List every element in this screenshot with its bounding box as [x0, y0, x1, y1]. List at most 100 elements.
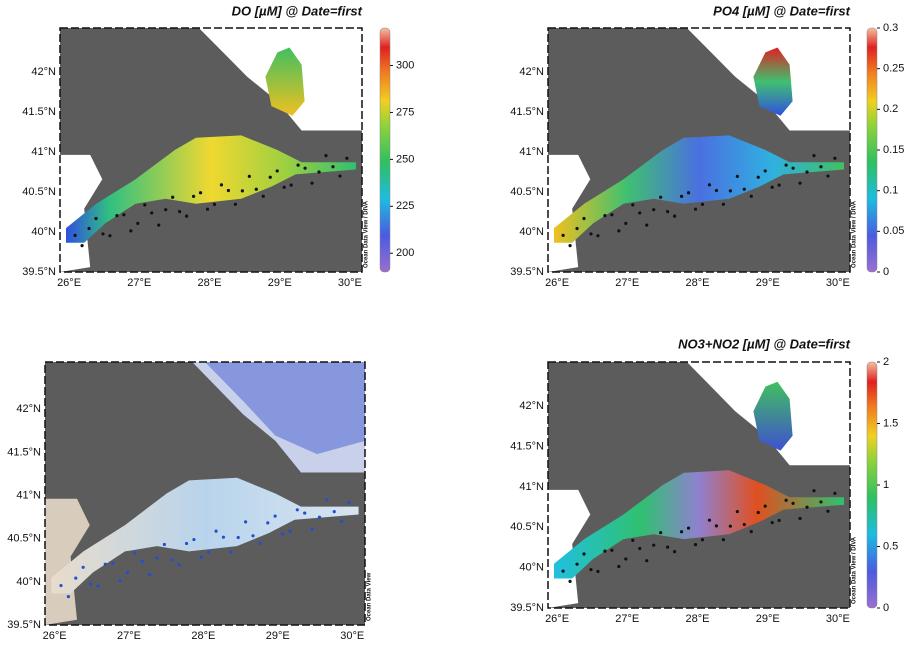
station	[631, 203, 635, 207]
station	[700, 538, 705, 542]
station	[170, 558, 174, 562]
colorbar-label: 0.3	[883, 22, 898, 34]
sea	[45, 498, 90, 625]
station	[303, 511, 307, 515]
lat-label: 40°N	[519, 562, 544, 574]
colorbar-label: 1.5	[883, 417, 898, 429]
station	[317, 515, 322, 519]
colorbar	[866, 27, 878, 273]
station	[798, 181, 802, 185]
map-panel	[44, 361, 366, 626]
station	[148, 572, 152, 577]
lon-label: 29°E	[756, 277, 780, 289]
station	[261, 194, 265, 198]
lat-label: 40°N	[519, 226, 544, 238]
station	[666, 210, 670, 214]
station	[101, 232, 105, 236]
station	[282, 185, 286, 189]
lat-label: 41.5°N	[22, 106, 56, 118]
colorbar-label: 275	[396, 106, 414, 118]
station	[275, 169, 279, 173]
station	[125, 570, 130, 575]
station	[812, 154, 816, 158]
sea	[548, 154, 591, 272]
station	[742, 187, 746, 191]
field	[265, 47, 305, 116]
station	[122, 213, 126, 217]
station	[686, 526, 691, 530]
station	[833, 491, 837, 495]
lat-label: 41.5°N	[510, 441, 544, 453]
station	[192, 537, 196, 542]
station	[617, 564, 621, 569]
colorbar-label: 200	[396, 247, 414, 259]
station	[589, 568, 593, 572]
watermark: Ocean Data View	[367, 572, 373, 621]
station	[777, 183, 781, 187]
station	[111, 561, 115, 565]
field	[51, 477, 359, 594]
station	[295, 508, 299, 512]
colorbar-label: 0.1	[883, 185, 898, 197]
station	[659, 195, 663, 199]
station	[136, 221, 140, 225]
station	[80, 244, 84, 248]
colorbar-label: 225	[396, 200, 414, 212]
station	[589, 232, 593, 236]
lon-label: 28°E	[685, 613, 709, 625]
sea	[60, 154, 103, 272]
station	[324, 154, 328, 158]
station	[317, 170, 321, 174]
station	[233, 202, 237, 206]
station	[833, 156, 837, 160]
station	[575, 226, 579, 231]
station	[693, 543, 698, 547]
station	[756, 175, 760, 179]
lon-label: 26°E	[545, 277, 569, 289]
station	[280, 532, 285, 536]
station	[686, 191, 691, 195]
station	[155, 556, 159, 560]
station	[140, 559, 144, 563]
lat-label: 39.5°N	[510, 602, 544, 614]
station	[721, 202, 725, 206]
lat-label: 41°N	[519, 146, 544, 158]
station	[221, 535, 226, 539]
station	[617, 229, 621, 233]
station	[721, 538, 725, 542]
colorbar-label: 0.25	[883, 63, 904, 75]
station	[749, 529, 753, 534]
map-panel	[547, 361, 851, 609]
lat-label: 39.5°N	[22, 266, 56, 278]
station	[207, 550, 211, 554]
station	[236, 535, 240, 540]
station	[288, 529, 292, 533]
lat-label: 41.5°N	[7, 446, 41, 458]
station	[826, 174, 830, 178]
station	[714, 524, 719, 528]
station	[673, 214, 677, 218]
shelf	[205, 362, 365, 455]
station	[652, 208, 656, 212]
station	[819, 500, 823, 504]
station	[254, 187, 258, 191]
lon-label: 28°E	[685, 277, 709, 289]
lat-label: 40°N	[31, 226, 56, 238]
station	[310, 527, 314, 531]
lon-label: 29°E	[266, 630, 290, 642]
lat-label: 42°N	[16, 403, 41, 415]
station	[742, 522, 746, 527]
lat-label: 39.5°N	[510, 266, 544, 278]
lon-label: 30°E	[826, 613, 850, 625]
station	[603, 213, 607, 218]
station	[87, 226, 91, 231]
colorbar-label: 2	[883, 356, 889, 368]
station	[226, 188, 231, 193]
station	[728, 189, 732, 193]
station	[177, 563, 181, 567]
station	[568, 579, 572, 584]
station	[714, 188, 719, 193]
station	[296, 163, 300, 167]
station	[819, 165, 823, 169]
station	[707, 183, 712, 187]
